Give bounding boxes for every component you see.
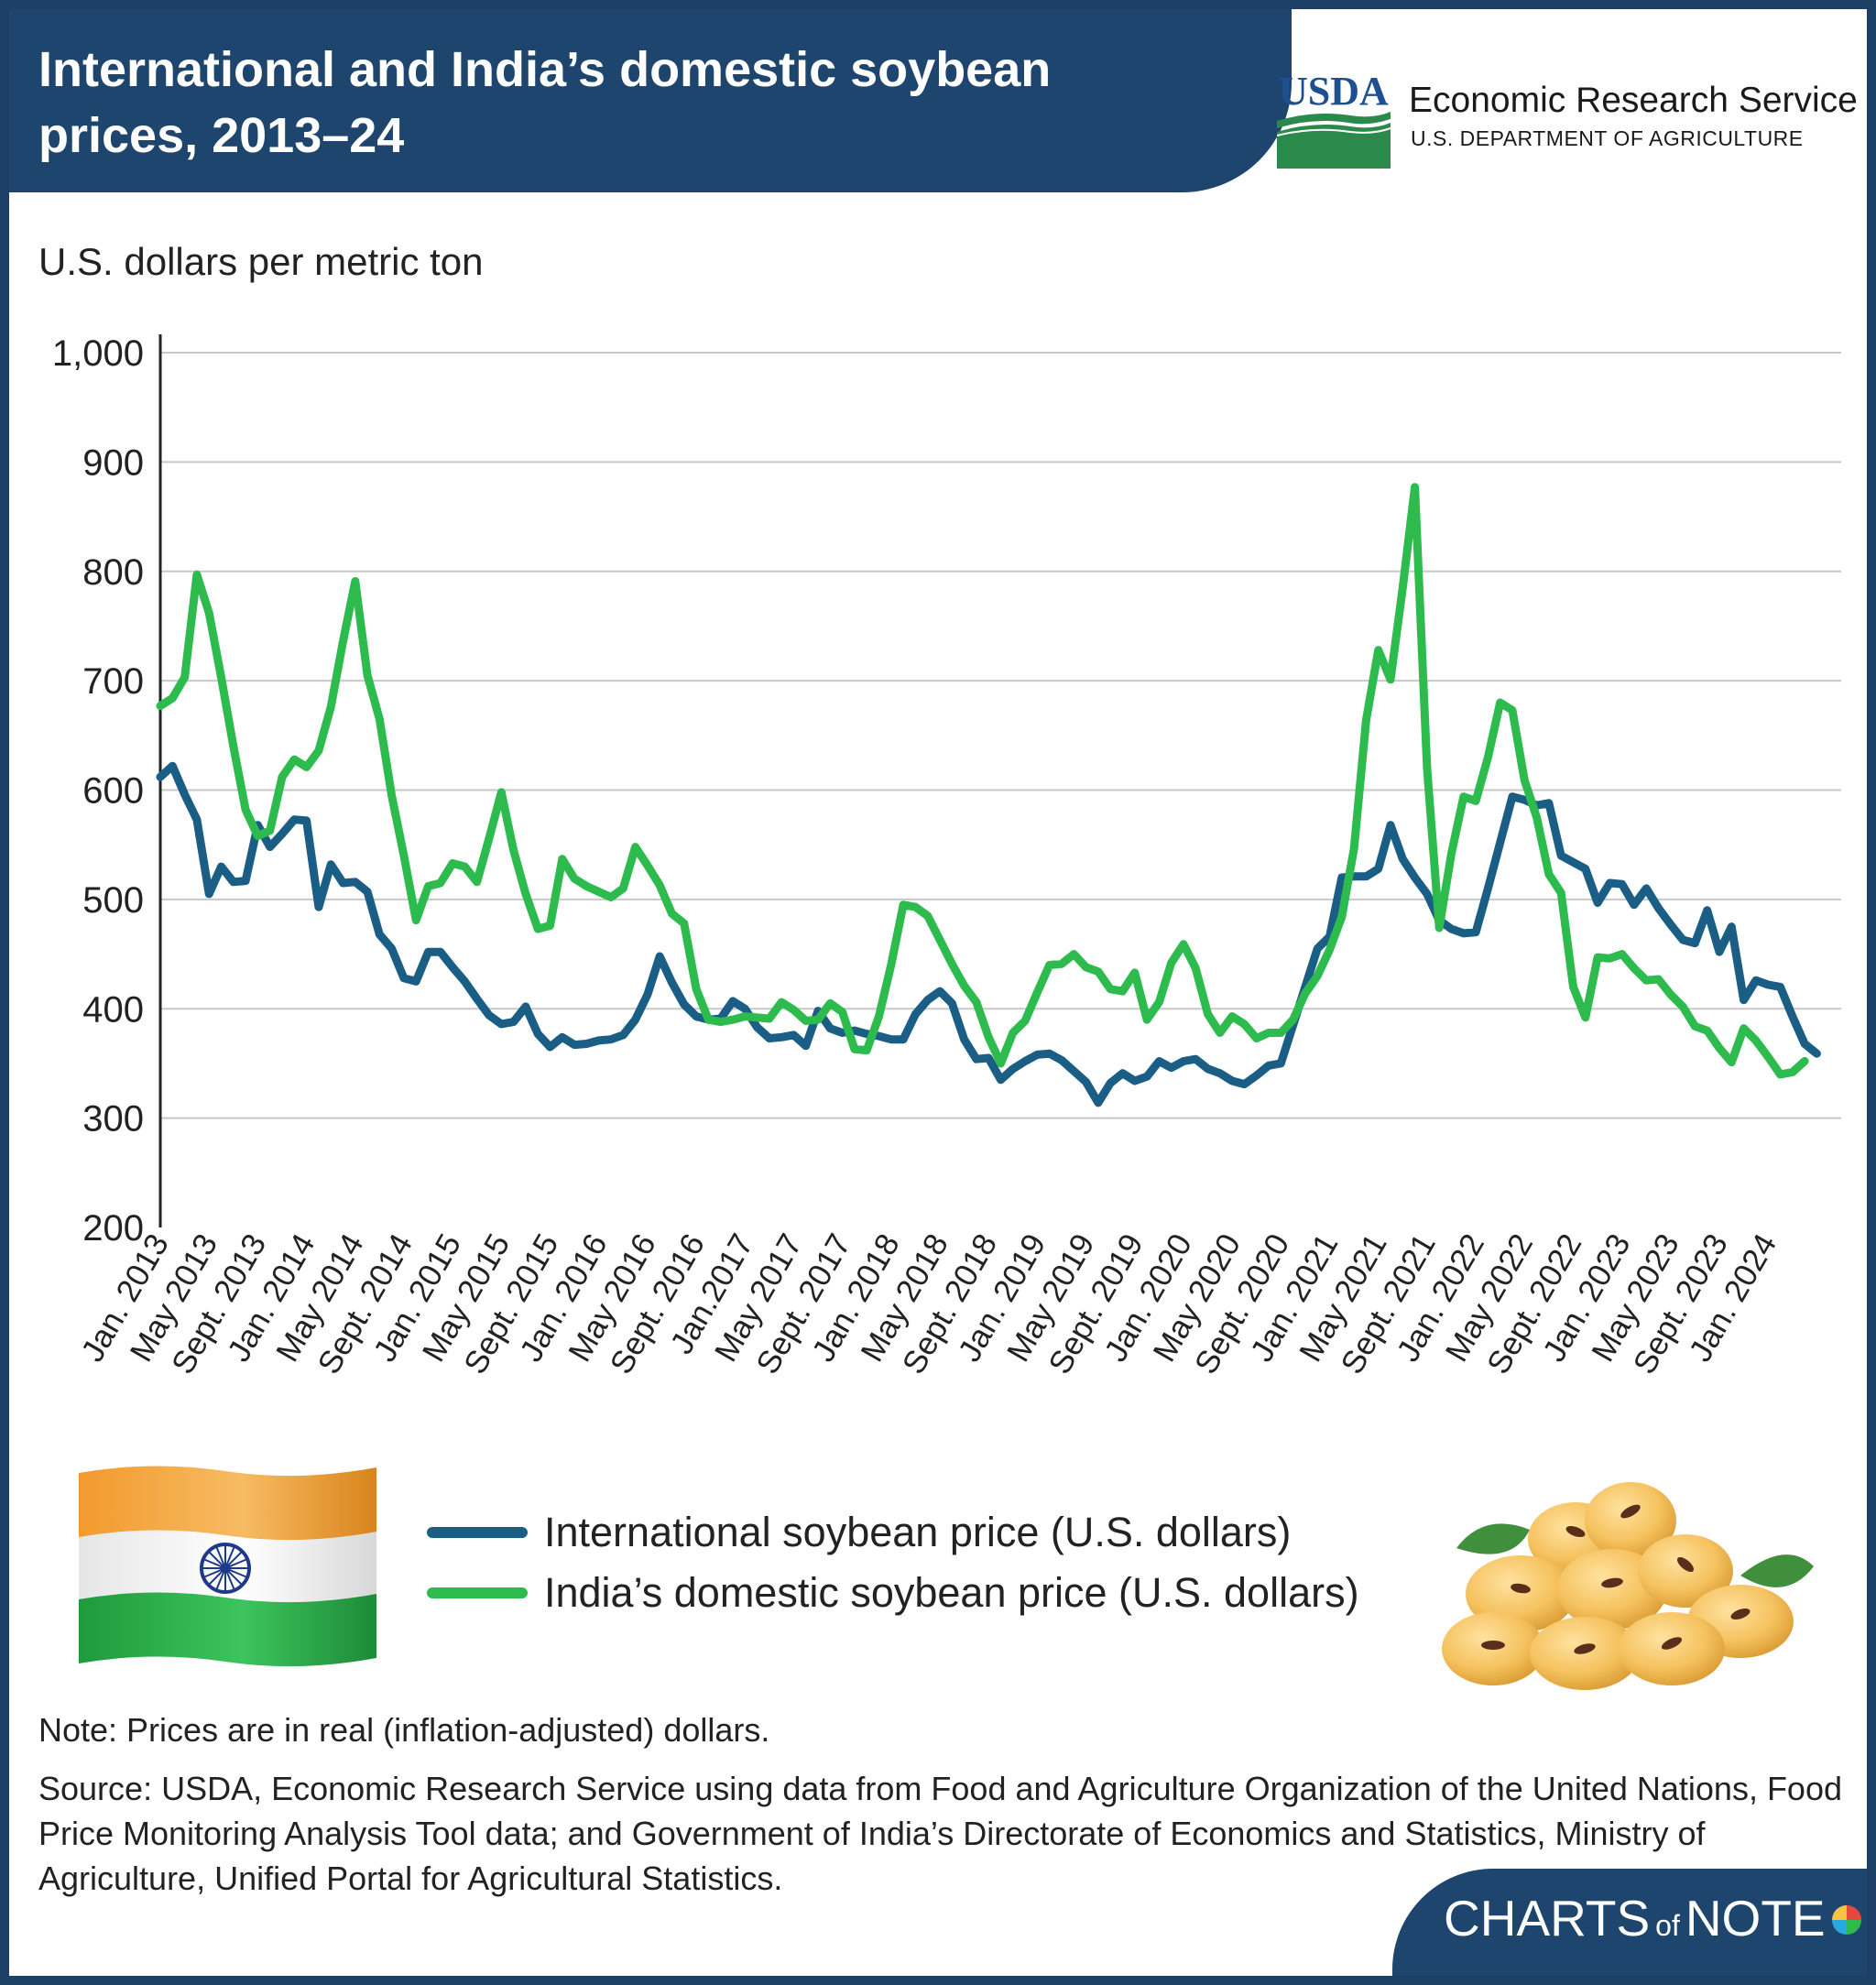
pie-chart-icon <box>1831 1905 1861 1935</box>
series-line-0 <box>156 761 1821 1107</box>
agency-name: Economic Research Service <box>1409 81 1858 120</box>
footer-brand-tab <box>1392 1869 1867 1976</box>
series-lines <box>156 483 1821 1107</box>
brand-right: NOTE <box>1685 1890 1826 1947</box>
legend-label-india: India’s domestic soybean price (U.S. dol… <box>544 1569 1359 1616</box>
gridlines <box>160 352 1841 1119</box>
usda-logo-text: USDA <box>1279 69 1389 114</box>
chart-card: International and India’s domestic soybe… <box>9 9 1867 1976</box>
line-chart: 200 300 400 500 600 700 800 900 1,000 Jan. 2013M… <box>52 333 1841 1380</box>
series-line-1 <box>156 483 1809 1079</box>
y-tick-label-200: 200 <box>82 1208 144 1249</box>
chart-source: Source: USDA, Economic Research Service … <box>38 1770 1842 1897</box>
legend: International soybean price (U.S. dollar… <box>427 1502 1359 1623</box>
soybeans-icon <box>1442 1482 1814 1690</box>
y-tick-labels: 200 300 400 500 600 700 800 900 1,000 <box>52 333 144 1249</box>
india-flag-icon <box>79 1466 376 1667</box>
y-tick-label-500: 500 <box>82 880 144 921</box>
legend-item-india: India’s domestic soybean price (U.S. dol… <box>427 1563 1359 1623</box>
chart-title: International and India’s domestic soybe… <box>38 42 1052 163</box>
y-tick-label-900: 900 <box>82 442 144 483</box>
legend-swatch-india <box>427 1587 528 1598</box>
charts-of-note-brand: CHARTS of NOTE <box>1444 1889 1862 1947</box>
y-tick-label-700: 700 <box>82 661 144 702</box>
y-tick-label-800: 800 <box>82 552 144 593</box>
chart-note: Note: Prices are in real (inflation-adju… <box>38 1711 770 1749</box>
legend-label-international: International soybean price (U.S. dollar… <box>544 1509 1292 1555</box>
y-tick-label-600: 600 <box>82 771 144 812</box>
brand-mid: of <box>1655 1909 1680 1942</box>
title-banner: International and India’s domestic soybe… <box>9 9 1292 192</box>
legend-item-international: International soybean price (U.S. dollar… <box>427 1502 1359 1563</box>
y-axis-label: U.S. dollars per metric ton <box>38 240 484 283</box>
usda-logo-icon: USDA <box>1277 69 1391 169</box>
legend-swatch-international <box>427 1527 528 1538</box>
y-tick-label-300: 300 <box>82 1099 144 1140</box>
y-tick-label-400: 400 <box>82 989 144 1030</box>
y-tick-label-1000: 1,000 <box>52 333 144 374</box>
brand-left: CHARTS <box>1444 1890 1651 1947</box>
department-name: U.S. DEPARTMENT OF AGRICULTURE <box>1411 126 1804 150</box>
